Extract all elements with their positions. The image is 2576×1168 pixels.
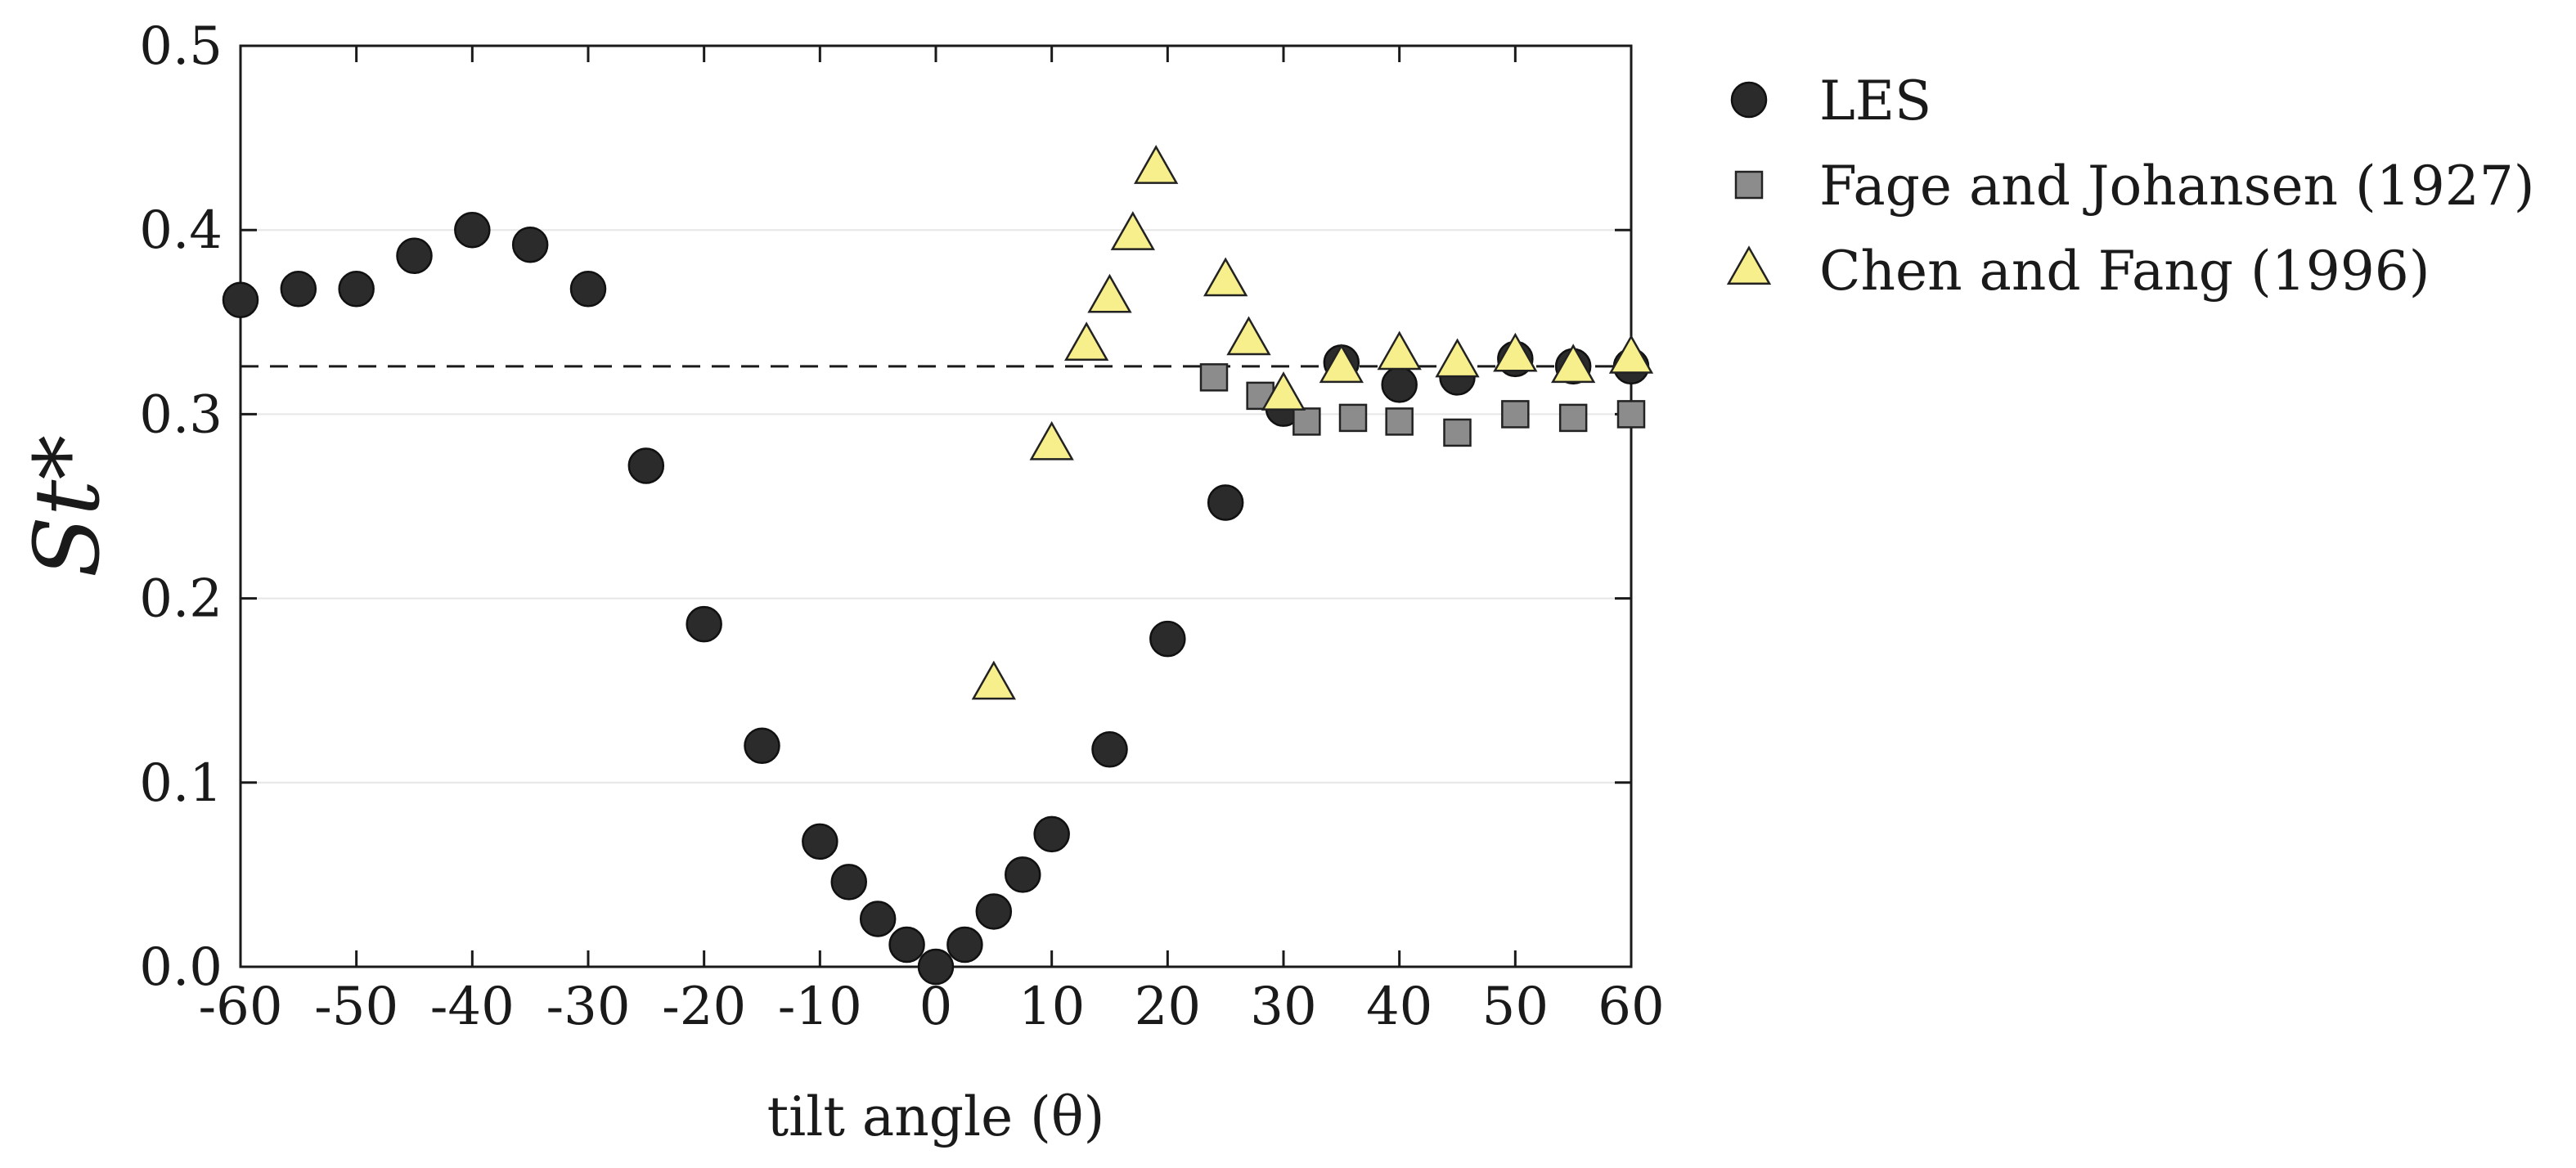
data-point-circle: [888, 926, 925, 964]
data-point-square: [1338, 403, 1368, 433]
data-point-triangle: [971, 660, 1016, 700]
data-point-triangle: [1029, 420, 1074, 460]
y-tick-label: 0.4: [139, 200, 223, 261]
data-point-circle: [830, 864, 867, 901]
data-point-circle: [396, 237, 433, 274]
x-tick-label: 10: [1018, 977, 1085, 1037]
legend-marker-circle: [1730, 81, 1768, 119]
data-point-circle: [975, 893, 1013, 930]
data-point-circle: [859, 901, 897, 937]
y-tick-label: 0.3: [139, 384, 223, 445]
legend: LES Fage and Johansen (1927) Chen and Fang…: [1726, 70, 2534, 303]
data-point-circle: [280, 271, 317, 308]
legend-item: Fage and Johansen (1927): [1734, 155, 2534, 218]
data-point-circle: [1033, 815, 1070, 853]
data-point-circle: [946, 926, 983, 964]
data-point-triangle: [1226, 316, 1271, 356]
data-points: [222, 145, 1654, 986]
legend-item: Chen and Fang (1996): [1726, 240, 2430, 303]
x-tick-label: -10: [778, 977, 862, 1037]
x-tick-label: -20: [662, 977, 746, 1037]
data-point-triangle: [1087, 273, 1132, 313]
data-point-square: [1616, 400, 1646, 429]
data-point-circle: [222, 281, 259, 319]
data-point-triangle: [1319, 344, 1364, 384]
x-tick-label: 30: [1250, 977, 1316, 1037]
data-point-triangle: [1261, 371, 1306, 411]
data-point-square: [1501, 400, 1530, 429]
data-point-square: [1292, 407, 1321, 436]
data-point-triangle: [1064, 321, 1109, 362]
data-point-triangle: [1435, 338, 1480, 378]
data-point-triangle: [1134, 145, 1179, 184]
data-point-triangle: [1551, 344, 1596, 384]
data-point-square: [1443, 418, 1472, 447]
data-point-square: [1385, 407, 1414, 436]
data-point-circle: [1381, 366, 1418, 403]
y-tick-label: 0.0: [139, 937, 223, 998]
legend-label: Chen and Fang (1996): [1819, 240, 2430, 303]
y-tick-label: 0.5: [139, 16, 223, 77]
x-tick-label: 60: [1598, 977, 1664, 1037]
data-point-circle: [569, 271, 607, 308]
x-axis-label: tilt angle (θ): [767, 1085, 1105, 1148]
x-tick-label: 20: [1135, 977, 1201, 1037]
data-point-circle: [686, 605, 722, 643]
y-tick-label: 0.2: [139, 569, 223, 630]
data-point-circle: [511, 226, 549, 263]
data-point-circle: [338, 271, 375, 308]
grid-lines: [241, 45, 1631, 968]
x-tick-label: 50: [1482, 977, 1549, 1037]
axis-ticks: -60 -50 -40 -30 -20 -10 0 10 20 30 40 50 60 0.0 0.1 0.2…: [139, 16, 1665, 1037]
data-point-triangle: [1608, 335, 1654, 374]
data-point-square: [1558, 403, 1588, 433]
data-point-circle: [744, 727, 780, 765]
legend-marker-triangle: [1726, 245, 1772, 285]
plot-frame: [239, 44, 1633, 968]
series-triangle: [971, 145, 1654, 700]
data-point-circle: [1091, 731, 1128, 768]
legend-marker-square: [1734, 170, 1764, 200]
legend-item: LES: [1730, 70, 1931, 133]
x-tick-label: -40: [430, 977, 515, 1037]
data-point-circle: [1149, 620, 1186, 658]
y-tick-label: 0.1: [139, 753, 223, 814]
data-point-circle: [1207, 484, 1244, 521]
y-axis-label: St*: [15, 435, 119, 578]
legend-label: Fage and Johansen (1927): [1819, 155, 2534, 218]
x-tick-label: -30: [546, 977, 630, 1037]
x-tick-label: -50: [314, 977, 398, 1037]
x-tick-label: 0: [919, 977, 953, 1037]
data-point-triangle: [1110, 211, 1155, 250]
data-point-circle: [802, 823, 838, 860]
data-point-circle: [1005, 856, 1041, 893]
data-point-triangle: [1493, 332, 1538, 372]
data-point-circle: [454, 211, 491, 249]
data-point-triangle: [1377, 330, 1422, 371]
data-point-square: [1199, 363, 1229, 392]
data-point-circle: [627, 447, 665, 484]
x-tick-label: 40: [1366, 977, 1432, 1037]
data-point-triangle: [1203, 257, 1248, 297]
x-tick-label: -60: [198, 977, 282, 1037]
data-point-circle: [917, 948, 955, 986]
legend-label: LES: [1819, 70, 1931, 133]
series-square: [1199, 363, 1646, 447]
